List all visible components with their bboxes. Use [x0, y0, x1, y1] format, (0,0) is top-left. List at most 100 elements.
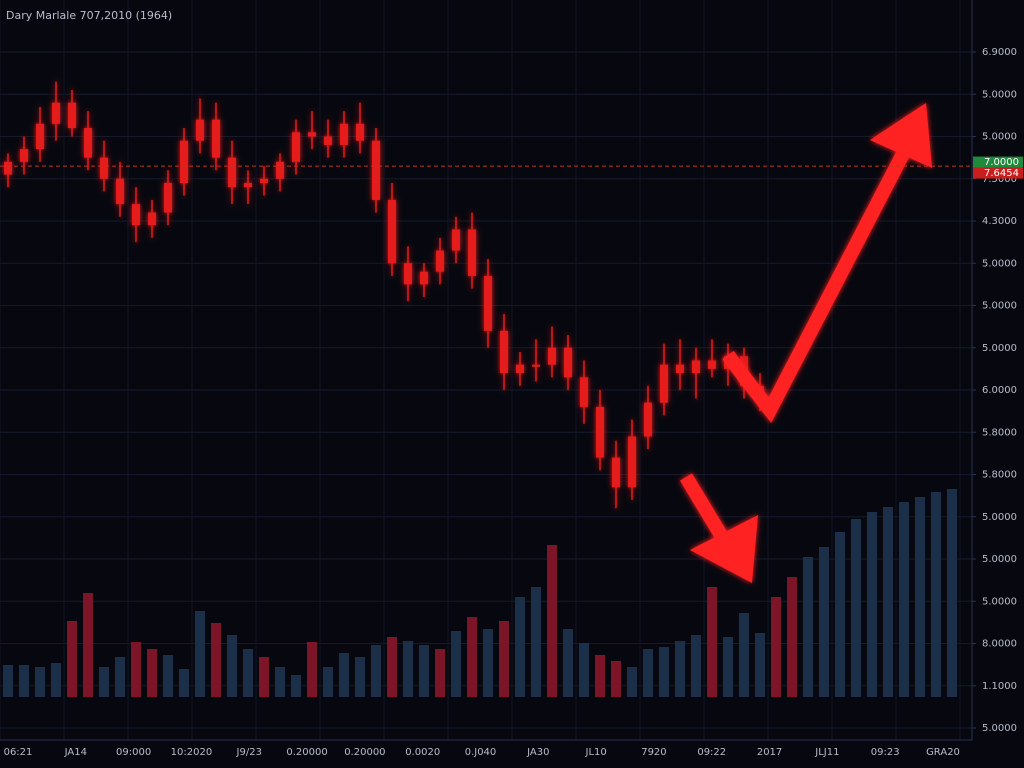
y-tick-label: 4.3000	[982, 216, 1017, 227]
candle-body	[212, 119, 220, 158]
y-tick-label: 1.1000	[982, 681, 1017, 692]
candle-body	[164, 182, 172, 213]
volume-bar	[931, 492, 941, 697]
y-tick-label: 5.0000	[982, 132, 1017, 143]
x-tick-label: GRA20	[926, 747, 960, 758]
volume-bar	[483, 629, 493, 697]
candle-body	[228, 157, 236, 188]
volume-bar	[819, 547, 829, 697]
candle-body	[660, 364, 668, 403]
x-tick-label: 0.J040	[465, 747, 497, 758]
candle-body	[100, 157, 108, 179]
volume-bar	[531, 587, 541, 697]
volume-bar	[915, 497, 925, 697]
arrows	[680, 103, 932, 583]
volume-bar	[3, 665, 13, 697]
candle-body	[36, 123, 44, 150]
volume-bar	[803, 557, 813, 697]
x-tick-label: 09:000	[116, 747, 151, 758]
candle-body	[644, 402, 652, 437]
volume-bar	[355, 657, 365, 697]
volume-bar	[563, 629, 573, 697]
y-tick-label: 5.0000	[982, 301, 1017, 312]
candle-body	[20, 149, 28, 162]
candle-body	[500, 330, 508, 374]
candle-body	[484, 275, 492, 331]
y-tick-label: 8.0000	[982, 639, 1017, 650]
price-tag	[973, 156, 1023, 168]
volume-bar	[259, 657, 269, 697]
volume-bar	[371, 645, 381, 697]
candle-body	[196, 119, 204, 141]
volume-bar	[947, 489, 957, 697]
x-tick-label: JA30	[526, 747, 549, 758]
volume-bar	[723, 637, 733, 697]
candle-body	[68, 102, 76, 129]
volume-bar	[787, 577, 797, 697]
y-tick-label: 5.0000	[982, 596, 1017, 607]
volume-bar	[707, 587, 717, 697]
candle-body	[132, 204, 140, 226]
candle-body	[420, 271, 428, 285]
x-tick-label: 2017	[757, 747, 782, 758]
up-arrow-shaft	[722, 146, 912, 423]
volume-bar	[835, 532, 845, 697]
volume-bar	[339, 653, 349, 697]
volume-bar	[115, 657, 125, 697]
x-tick-label: 0.0020	[405, 747, 440, 758]
candle-body	[404, 263, 412, 285]
x-tick-label: 09:22	[697, 747, 726, 758]
chart-title: Dary Marlale 707,2010 (1964)	[6, 9, 172, 22]
grid	[0, 0, 976, 740]
volume-bar	[419, 645, 429, 697]
candle-body	[388, 199, 396, 264]
candle-body	[596, 406, 604, 458]
x-tick-label: 7920	[641, 747, 666, 758]
x-tick-label: 0.20000	[344, 747, 385, 758]
volume-bar	[307, 642, 317, 697]
volume-bar	[35, 667, 45, 697]
volume-bar	[547, 545, 557, 697]
volume-bar	[275, 667, 285, 697]
volume-bar	[435, 649, 445, 697]
down-arrow-head	[690, 515, 758, 583]
volume-bar	[211, 623, 221, 697]
x-tick-label: 0.20000	[286, 747, 327, 758]
candle-body	[260, 178, 268, 183]
candle-body	[436, 250, 444, 272]
volume-bar	[323, 667, 333, 697]
y-tick-label: 6.9000	[982, 47, 1017, 58]
x-tick-label: 10:2020	[171, 747, 213, 758]
candle-body	[276, 161, 284, 179]
volume-bar	[515, 597, 525, 697]
x-tick-label: JLJ11	[814, 747, 839, 758]
volume-bar	[51, 663, 61, 697]
volume-bar	[739, 613, 749, 697]
volume-bar	[403, 641, 413, 697]
volume-bar	[131, 642, 141, 697]
y-tick-label: 5.0000	[982, 723, 1017, 734]
volume-bar	[627, 667, 637, 697]
volume-bar	[899, 502, 909, 697]
candle-body	[372, 140, 380, 200]
candle-body	[676, 364, 684, 374]
candle-body	[244, 182, 252, 188]
y-tick-label: 5.0000	[982, 258, 1017, 269]
x-tick-label: JA14	[64, 747, 87, 758]
volume-bar	[163, 655, 173, 697]
volume-bar	[611, 661, 621, 697]
volume-bar	[659, 647, 669, 697]
volume-bar	[147, 649, 157, 697]
candle-body	[516, 364, 524, 374]
volume-bar	[179, 669, 189, 697]
volume-bar	[83, 593, 93, 697]
volume-bar	[243, 649, 253, 697]
candle-body	[708, 360, 716, 369]
candle-body	[84, 128, 92, 158]
candle-body	[580, 377, 588, 407]
volume-bar	[595, 655, 605, 697]
candle-body	[116, 178, 124, 205]
candle-body	[628, 436, 636, 488]
candle-body	[52, 102, 60, 124]
volume-bar	[867, 512, 877, 697]
